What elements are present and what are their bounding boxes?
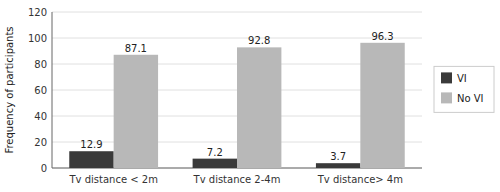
- y-tick-label: 80: [34, 59, 47, 70]
- data-label: 12.9: [80, 139, 102, 150]
- legend-label: No VI: [457, 93, 484, 104]
- x-tick-label: Tv distance < 2m: [68, 174, 157, 185]
- legend-frame: [434, 66, 494, 112]
- grid: [52, 12, 422, 168]
- legend: VI No VI: [434, 66, 494, 112]
- y-tick-label: 120: [28, 7, 47, 18]
- y-tick-label: 100: [28, 33, 47, 44]
- x-tick-label: Tv distance> 4m: [317, 174, 403, 185]
- data-labels: 12.9 87.1 7.2 92.8 3.7 96.3: [80, 31, 393, 162]
- bar: [114, 55, 158, 168]
- data-label: 96.3: [371, 31, 393, 42]
- bar: [316, 163, 360, 168]
- chart-container: 0 20 40 60 80 100 120 Frequency of participants…: [0, 0, 500, 192]
- y-tick-label: 40: [34, 111, 47, 122]
- legend-swatch: [441, 92, 452, 103]
- y-tick-label: 60: [34, 85, 47, 96]
- legend-label: VI: [457, 73, 467, 84]
- y-tick-label: 20: [34, 137, 47, 148]
- legend-swatch: [441, 72, 452, 83]
- grid-line: [52, 12, 422, 13]
- bar: [237, 47, 281, 168]
- y-axis-label: Frequency of participants: [4, 26, 15, 153]
- y-tick-label: 0: [41, 163, 47, 174]
- y-axis-line: [52, 12, 53, 168]
- chart-svg: 0 20 40 60 80 100 120 Frequency of participants…: [0, 0, 500, 192]
- x-tick-label: Tv distance 2-4m: [193, 174, 281, 185]
- grid-line: [52, 38, 422, 39]
- bar: [360, 43, 404, 168]
- bar: [193, 159, 237, 168]
- data-label: 87.1: [125, 43, 147, 54]
- bar: [69, 151, 113, 168]
- data-label: 7.2: [207, 147, 223, 158]
- data-label: 3.7: [330, 151, 346, 162]
- data-label: 92.8: [248, 35, 270, 46]
- bars: [69, 43, 404, 168]
